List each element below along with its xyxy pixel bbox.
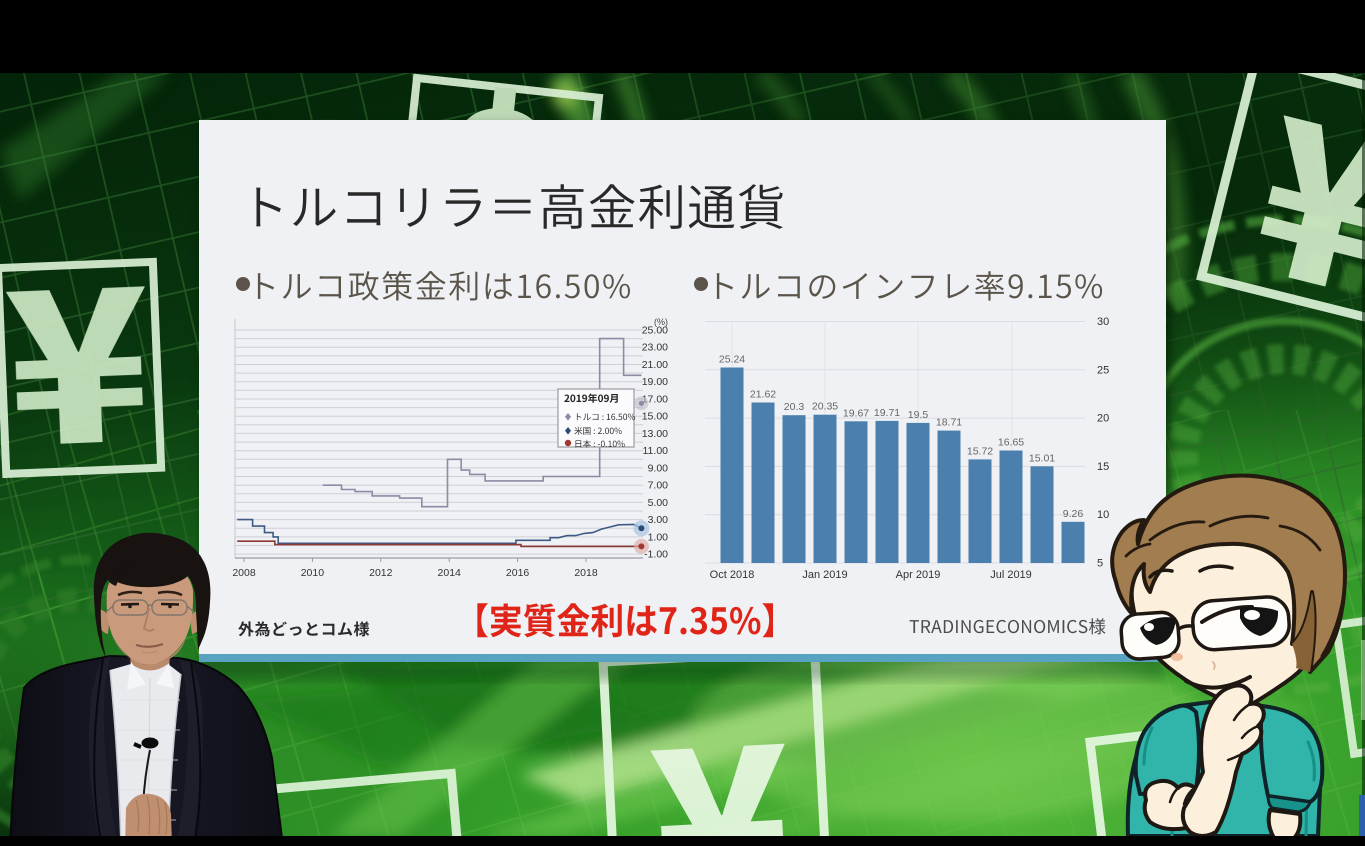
svg-text:2018: 2018 — [574, 567, 598, 579]
svg-text:9.00: 9.00 — [648, 462, 669, 474]
svg-text:-1.00: -1.00 — [644, 549, 668, 561]
svg-text:23.00: 23.00 — [642, 342, 668, 354]
svg-text:25: 25 — [1097, 364, 1109, 376]
svg-text:2010: 2010 — [301, 567, 325, 579]
svg-text:18.71: 18.71 — [936, 417, 962, 429]
svg-text:15.01: 15.01 — [1029, 452, 1055, 464]
svg-text:19.67: 19.67 — [843, 407, 869, 419]
svg-text:21.00: 21.00 — [642, 359, 668, 371]
svg-text:19.71: 19.71 — [874, 407, 900, 419]
svg-text:9.26: 9.26 — [1063, 508, 1084, 520]
svg-text:2014: 2014 — [438, 567, 462, 579]
svg-text:7.00: 7.00 — [648, 480, 669, 492]
svg-text:2008: 2008 — [232, 567, 256, 579]
svg-text:15.72: 15.72 — [967, 445, 993, 457]
svg-text:2012: 2012 — [369, 567, 393, 579]
svg-text:Apr 2019: Apr 2019 — [896, 569, 941, 581]
svg-text:15: 15 — [1097, 461, 1109, 473]
svg-text:10: 10 — [1097, 509, 1109, 521]
svg-text:1.00: 1.00 — [648, 531, 669, 543]
svg-text:20: 20 — [1097, 413, 1109, 425]
svg-text:21.62: 21.62 — [750, 389, 776, 401]
svg-text:(%): (%) — [654, 317, 668, 327]
svg-text:Jan 2019: Jan 2019 — [802, 569, 847, 581]
svg-text:20.35: 20.35 — [812, 401, 838, 413]
svg-text:Oct 2018: Oct 2018 — [710, 569, 755, 581]
svg-text:16.65: 16.65 — [998, 437, 1024, 449]
svg-text:25.24: 25.24 — [719, 354, 745, 366]
svg-text:15.00: 15.00 — [642, 411, 668, 423]
svg-text:5: 5 — [1097, 558, 1103, 570]
svg-text:19.5: 19.5 — [908, 409, 929, 421]
svg-text:30: 30 — [1097, 316, 1109, 328]
svg-text:2016: 2016 — [506, 567, 530, 579]
svg-text:13.00: 13.00 — [642, 428, 668, 440]
svg-text:19.00: 19.00 — [642, 376, 668, 388]
svg-text:20.3: 20.3 — [784, 401, 805, 413]
svg-text:Jul 2019: Jul 2019 — [990, 569, 1032, 581]
svg-text:25.00: 25.00 — [642, 325, 668, 337]
svg-text:11.00: 11.00 — [643, 445, 669, 457]
svg-text:3.00: 3.00 — [648, 514, 669, 526]
svg-text:5.00: 5.00 — [648, 497, 669, 509]
